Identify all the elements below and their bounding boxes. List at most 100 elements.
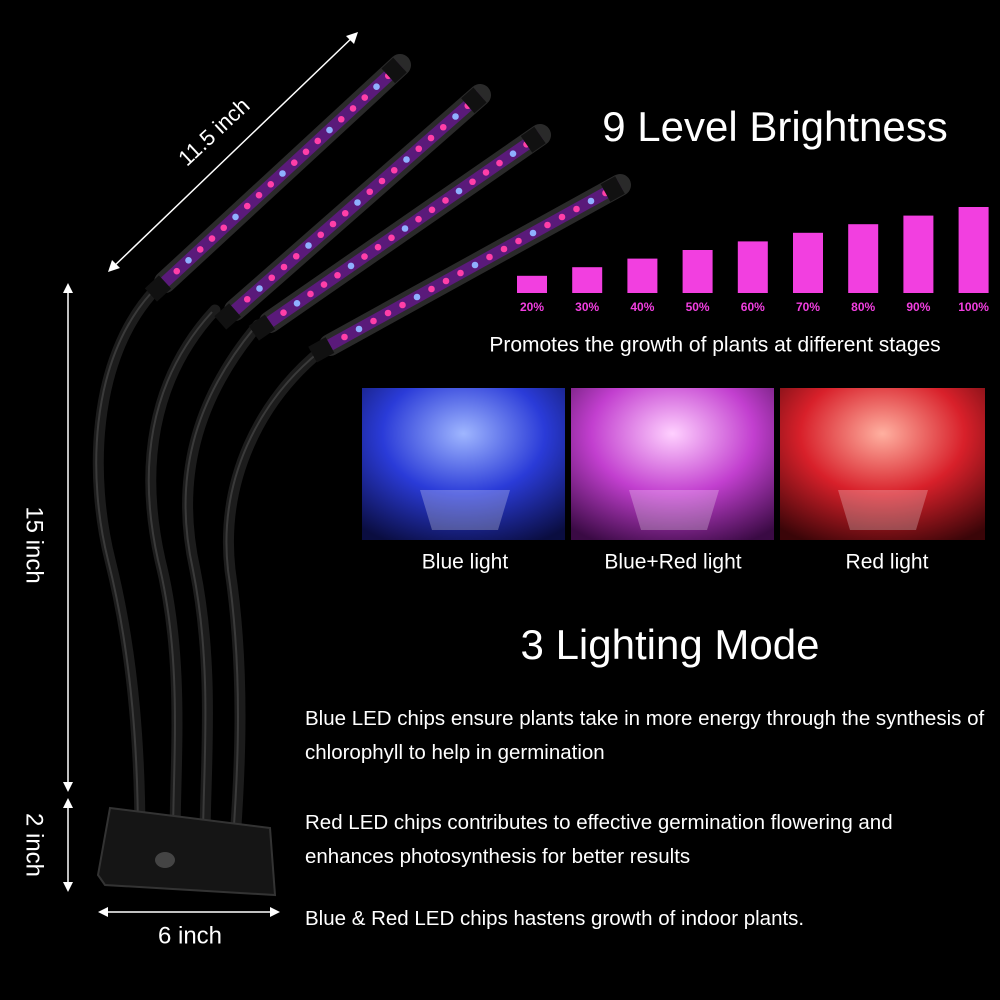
dimension-label: 11.5 inch bbox=[173, 93, 254, 171]
led bbox=[471, 261, 479, 269]
led bbox=[384, 309, 392, 317]
led bbox=[399, 301, 406, 309]
dimension-label: 15 inch bbox=[21, 506, 48, 583]
caption: Promotes the growth of plants at differe… bbox=[489, 334, 940, 357]
gooseneck-group bbox=[92, 284, 328, 846]
dimension-lines bbox=[67, 33, 357, 913]
led bbox=[403, 156, 410, 163]
tube-cap bbox=[214, 303, 241, 330]
led bbox=[374, 243, 382, 251]
led bbox=[529, 229, 537, 237]
led bbox=[292, 252, 300, 260]
led bbox=[388, 234, 395, 242]
description: Red LED chips contributes to effective g… bbox=[305, 811, 893, 868]
tube-cap bbox=[144, 275, 172, 302]
brightness-bar bbox=[627, 258, 658, 293]
brightness-label: 70% bbox=[796, 300, 820, 314]
led bbox=[243, 202, 251, 210]
led bbox=[390, 166, 398, 174]
tube-cap bbox=[248, 314, 276, 341]
led bbox=[337, 115, 345, 123]
brightness-bar bbox=[958, 207, 989, 293]
photo-label: Blue+Red light bbox=[604, 551, 741, 574]
photo-mix bbox=[571, 388, 774, 540]
led bbox=[280, 263, 288, 271]
brightness-bar bbox=[903, 215, 934, 293]
brightness-bar bbox=[682, 250, 713, 293]
led bbox=[587, 197, 595, 205]
led bbox=[341, 209, 349, 217]
led bbox=[326, 126, 333, 134]
led bbox=[378, 177, 386, 185]
led bbox=[457, 269, 464, 277]
led bbox=[361, 253, 368, 260]
brightness-bars: 20% 30% 40% 50% 60% 70% 80% 90% 100% bbox=[517, 207, 989, 314]
dimension-line bbox=[109, 33, 357, 271]
led bbox=[341, 333, 348, 341]
led bbox=[401, 225, 409, 232]
led bbox=[256, 285, 263, 292]
led bbox=[373, 83, 380, 90]
photo-pots bbox=[420, 490, 928, 530]
tube-cap bbox=[600, 176, 625, 202]
led bbox=[307, 290, 314, 298]
photo-blue bbox=[362, 388, 565, 540]
clip-screw bbox=[155, 852, 175, 868]
led bbox=[267, 181, 275, 188]
section-title: 9 Level Brightness bbox=[602, 103, 948, 150]
brightness-label: 80% bbox=[851, 300, 875, 314]
brightness-label: 20% bbox=[520, 300, 544, 314]
tube-cap bbox=[308, 337, 335, 363]
brightness-bar bbox=[517, 275, 547, 293]
light-tubes bbox=[144, 54, 631, 363]
led bbox=[509, 150, 517, 157]
led bbox=[220, 224, 228, 232]
led bbox=[486, 253, 493, 261]
led bbox=[196, 246, 204, 253]
led bbox=[469, 178, 476, 186]
led bbox=[428, 285, 435, 293]
led bbox=[442, 197, 449, 204]
description: Blue & Red LED chips hastens growth of i… bbox=[305, 907, 805, 930]
led bbox=[428, 206, 436, 214]
led bbox=[314, 137, 322, 145]
led bbox=[455, 187, 463, 195]
led bbox=[573, 205, 580, 213]
description: Blue LED chips ensure plants take in mor… bbox=[305, 707, 985, 764]
photo-label: Red light bbox=[846, 551, 929, 574]
led bbox=[302, 148, 310, 156]
led bbox=[334, 271, 341, 279]
brightness-label: 100% bbox=[958, 300, 989, 314]
led bbox=[268, 274, 276, 282]
brightness-bar bbox=[848, 224, 879, 293]
led bbox=[439, 123, 447, 131]
led bbox=[482, 169, 490, 176]
led bbox=[293, 300, 301, 307]
led bbox=[329, 220, 337, 228]
led bbox=[366, 188, 374, 196]
led bbox=[415, 145, 423, 153]
gooseneck bbox=[223, 344, 328, 846]
led bbox=[173, 267, 181, 275]
brightness-bar bbox=[793, 232, 823, 293]
led bbox=[496, 159, 503, 167]
led bbox=[515, 237, 522, 245]
led bbox=[243, 295, 251, 303]
brightness-label: 60% bbox=[741, 300, 765, 314]
gooseneck bbox=[145, 304, 221, 846]
clip bbox=[96, 806, 277, 897]
brightness-bar bbox=[737, 241, 768, 293]
brightness-label: 40% bbox=[630, 300, 654, 314]
led bbox=[185, 257, 192, 264]
brightness-label: 50% bbox=[686, 300, 710, 314]
led bbox=[413, 293, 421, 301]
led bbox=[349, 105, 357, 112]
led bbox=[255, 191, 263, 199]
dimension-label: 6 inch bbox=[158, 922, 222, 949]
led bbox=[355, 325, 363, 333]
led bbox=[279, 170, 286, 177]
led bbox=[415, 215, 422, 223]
led bbox=[544, 221, 551, 229]
